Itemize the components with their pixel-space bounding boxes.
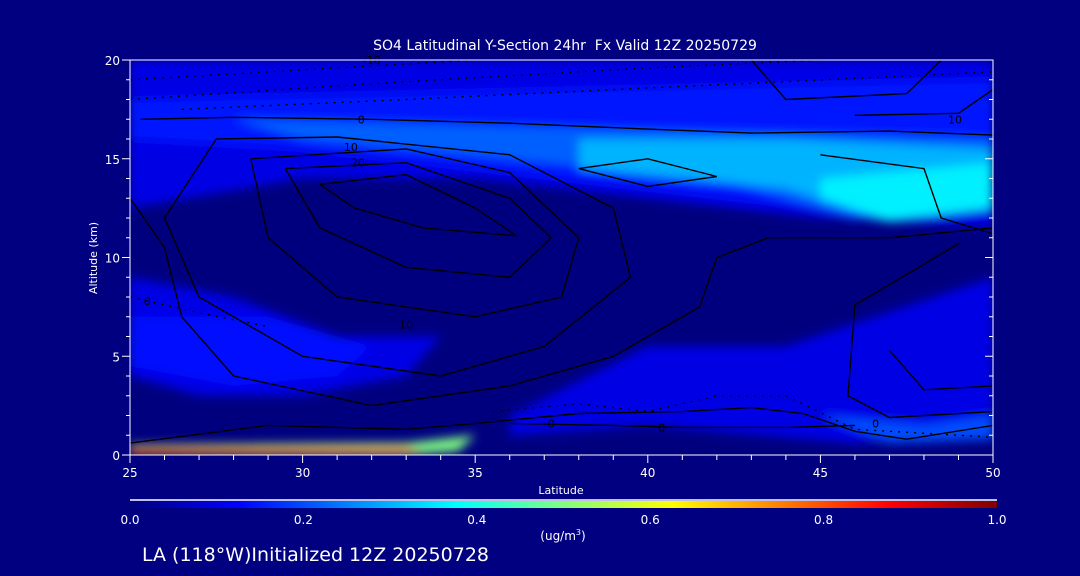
- contour-label: 0: [658, 421, 665, 434]
- chart-title: SO4 Latitudinal Y-Section 24hr Fx Valid …: [373, 38, 757, 54]
- contour-line: [888, 349, 993, 391]
- contour-line-negative: [130, 60, 821, 101]
- contour-label: 0: [358, 113, 365, 126]
- footer-location-label: LA (118°W)Initialized 12Z 20250728: [142, 544, 489, 566]
- contour-line: [750, 60, 942, 101]
- colorbar-tick-label: 0.8: [814, 513, 833, 527]
- y-tick-label: 0: [112, 449, 120, 463]
- contour-line: [284, 161, 553, 279]
- colorbar-tick-label: 0.4: [467, 513, 486, 527]
- contour-line: [854, 89, 993, 116]
- axis-ticks: 25 30 35 40 45 50 0 5 10 15 20: [105, 54, 1001, 480]
- colorbar: [130, 501, 997, 508]
- colorbar-tick-label: 0.6: [641, 513, 660, 527]
- contour-line: [130, 406, 993, 444]
- contour-label: 0: [144, 295, 151, 308]
- contour-line: [509, 422, 855, 429]
- x-tick-label: 45: [813, 466, 828, 480]
- colorbar-unit-label: (ug/m3): [540, 528, 585, 543]
- concentration-region: [130, 449, 372, 454]
- y-tick-label: 10: [105, 252, 120, 266]
- contour-line: [140, 116, 993, 136]
- concentration-region: [820, 415, 993, 444]
- contour-line-negative: [130, 60, 476, 81]
- contour-line: [319, 173, 517, 237]
- contour-label: 10: [399, 319, 413, 332]
- contour-label: 20: [351, 157, 365, 170]
- x-tick-label: 35: [468, 466, 483, 480]
- contour-line: [163, 136, 632, 377]
- contour-line: [820, 154, 993, 235]
- colorbar-tick-labels: 0.0 0.2 0.4 0.6 0.8 1.0: [120, 513, 1006, 527]
- contour-label: 10: [344, 141, 358, 154]
- x-axis-label: Latitude: [538, 484, 584, 497]
- concentration-region: [509, 277, 993, 444]
- x-tick-label: 40: [640, 466, 655, 480]
- y-tick-label: 5: [112, 350, 120, 364]
- concentration-fill: [130, 60, 993, 455]
- concentration-region: [820, 162, 993, 220]
- contour-label: 10: [948, 113, 962, 126]
- contour-line: [250, 148, 580, 318]
- colorbar-tick-label: 1.0: [987, 513, 1006, 527]
- x-tick-label: 25: [122, 466, 137, 480]
- contour-line: [130, 197, 993, 407]
- contour-label: 0: [548, 417, 555, 430]
- x-tick-label: 50: [985, 466, 1000, 480]
- colorbar-tick-label: 0.0: [120, 513, 139, 527]
- contour-line: [578, 158, 717, 188]
- y-axis-label: Altitude (km): [87, 222, 100, 294]
- y-tick-label: 20: [105, 54, 120, 68]
- x-tick-label: 30: [295, 466, 310, 480]
- y-tick-label: 15: [105, 153, 120, 167]
- colorbar-tick-label: 0.2: [294, 513, 313, 527]
- contour-lines: [130, 60, 993, 444]
- contour-label: 0: [872, 417, 879, 430]
- contour-line: [847, 243, 993, 419]
- concentration-region: [130, 316, 372, 386]
- contour-line-negative: [181, 71, 993, 111]
